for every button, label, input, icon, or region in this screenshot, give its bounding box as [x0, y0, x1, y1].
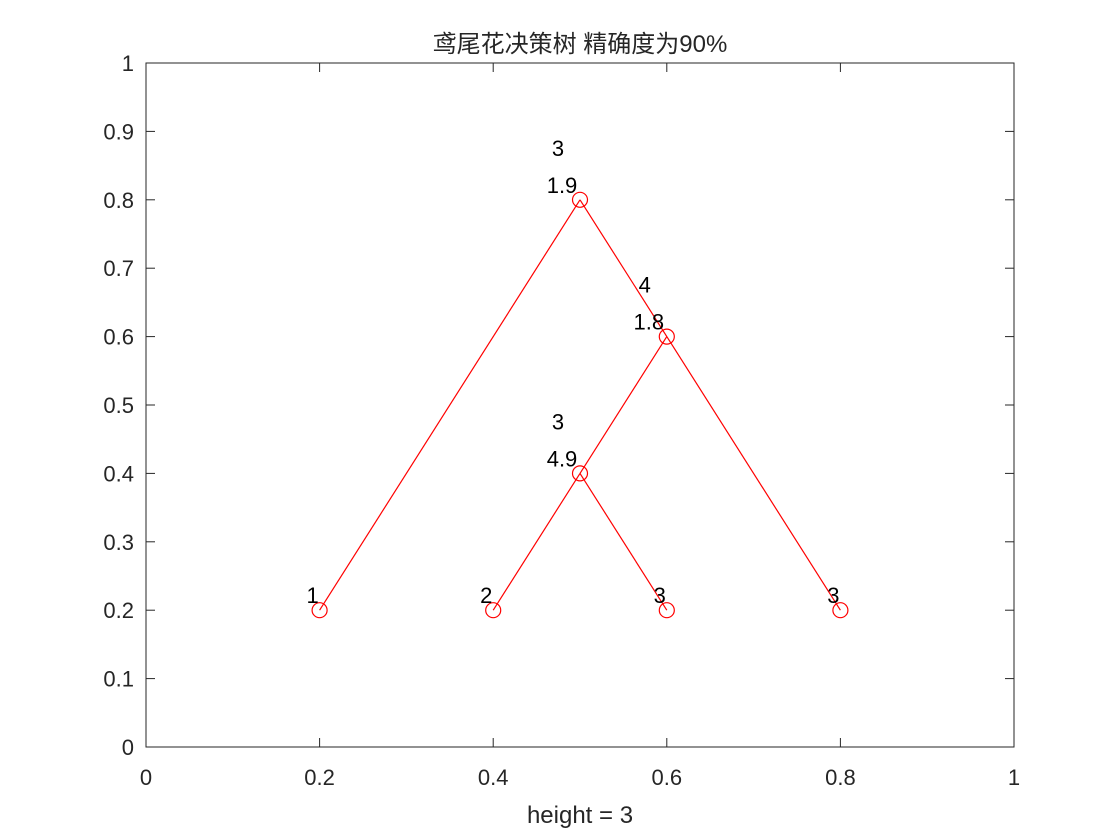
node-threshold-label: 1.8 [634, 310, 665, 335]
x-tick-label: 0.6 [652, 765, 683, 790]
node-threshold-label: 1.9 [547, 173, 578, 198]
tree-edge [666, 336, 841, 611]
node-feature-label: 3 [552, 409, 564, 434]
tree-nodes [311, 191, 849, 619]
tree-edge [492, 473, 581, 611]
tree-node-marker [658, 328, 675, 345]
y-tick-label: 0 [122, 735, 134, 760]
chart-title: 鸢尾花决策树 精确度为90% [433, 31, 728, 58]
y-tick-label: 0.1 [103, 667, 134, 692]
x-tick-label: 0.4 [478, 765, 509, 790]
y-tick-label: 0.9 [103, 119, 134, 144]
node-feature-label: 4 [639, 273, 651, 298]
tree-node-marker [311, 602, 328, 619]
node-threshold-label: 4.9 [547, 446, 578, 471]
leaf-class-label: 3 [827, 583, 839, 608]
tree-edge [579, 336, 668, 474]
tree-node-marker [485, 602, 502, 619]
tree-node-marker [571, 191, 589, 208]
x-tick-label: 0.2 [304, 765, 335, 790]
y-tick-label: 0.2 [103, 598, 134, 623]
tree-node-marker [658, 602, 675, 619]
y-tick-label: 0.7 [103, 256, 134, 281]
leaf-class-label: 3 [654, 583, 666, 608]
node-labels: 3 1.9 4 1.8 3 4.9 1 2 3 3 [306, 136, 839, 608]
y-tick-label: 0.8 [103, 188, 134, 213]
tree-edges [319, 199, 841, 611]
y-tick-label: 0.3 [103, 530, 134, 555]
leaf-class-label: 1 [306, 583, 318, 608]
tree-edge [579, 473, 668, 611]
x-tick-label: 1 [1008, 765, 1020, 790]
axis-ticks: 0 0.2 0.4 0.6 0.8 1 0 0.1 0.2 0.3 0.4 0.5 0.6 0.7 0.8 0… [103, 51, 1020, 790]
tree-edge [319, 199, 581, 611]
tree-node-marker [571, 465, 589, 482]
x-tick-label: 0 [140, 765, 152, 790]
leaf-class-label: 2 [480, 583, 492, 608]
tree-node-marker [832, 602, 849, 619]
y-tick-label: 0.5 [103, 393, 134, 418]
x-tick-label: 0.8 [825, 765, 856, 790]
tree-edge [579, 199, 668, 337]
node-feature-label: 3 [552, 136, 564, 161]
plot-area-frame [145, 62, 1015, 748]
y-tick-label: 0.6 [103, 325, 134, 350]
y-tick-label: 0.4 [103, 461, 134, 486]
x-axis-label: height = 3 [527, 802, 633, 829]
y-tick-label: 1 [122, 51, 134, 76]
